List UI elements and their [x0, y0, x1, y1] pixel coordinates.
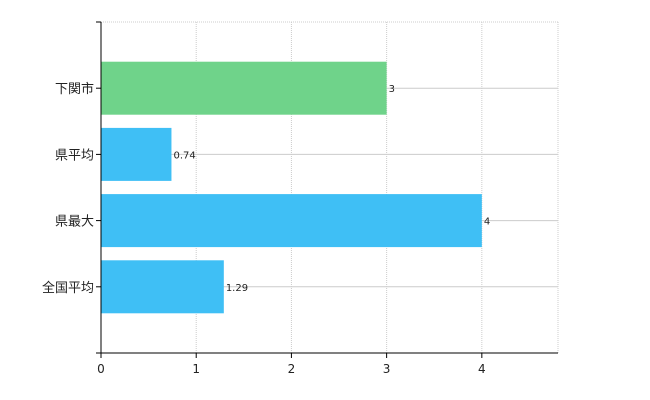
category-label-2: 県最大: [55, 215, 94, 230]
category-label-3: 全国平均: [42, 280, 94, 296]
data-labels: 3 0.74 4 1.29: [173, 84, 490, 294]
category-label-0: 下関市: [55, 81, 94, 97]
data-label-3: 1.29: [226, 283, 248, 294]
x-tick-label-1: 1: [192, 362, 200, 376]
x-tick-label-2: 2: [288, 362, 296, 376]
bar-0: [101, 61, 387, 115]
x-tick-label-3: 3: [383, 362, 391, 376]
bar-2: [101, 194, 482, 248]
x-tick-label-4: 4: [478, 362, 486, 376]
data-label-0: 3: [389, 84, 395, 95]
data-label-1: 0.74: [173, 150, 195, 161]
x-tick-label-0: 0: [97, 362, 105, 376]
category-label-1: 県平均: [55, 148, 94, 163]
bar-3: [101, 260, 224, 314]
bars: [101, 61, 482, 314]
data-label-2: 4: [484, 217, 490, 228]
bar-1: [101, 127, 172, 181]
